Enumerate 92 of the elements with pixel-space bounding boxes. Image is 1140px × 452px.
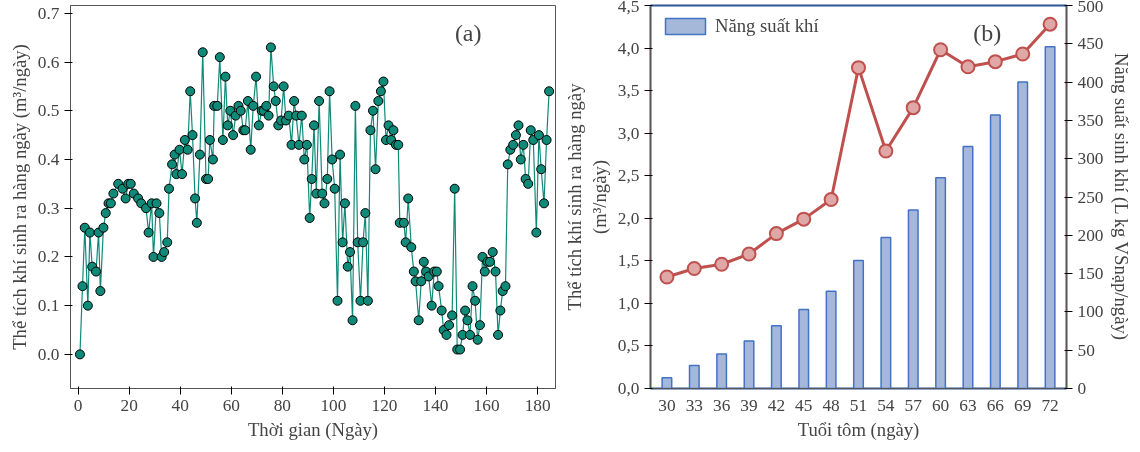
y2-tick-label: 250	[1077, 187, 1104, 207]
y-tick-label: 0.7	[37, 3, 60, 23]
y-tick-label: 0.6	[37, 52, 60, 72]
y-axis-title: Thể tích khí sinh ra hàng ngày (m³/ngày)	[563, 82, 611, 311]
x-tick-label: 72	[1041, 395, 1059, 415]
point	[768, 226, 784, 242]
x-tick-label: 60	[931, 395, 950, 415]
x-tick-label: 140	[422, 395, 449, 415]
bar	[661, 377, 673, 389]
point	[851, 60, 866, 76]
y-tick-label: 3,0	[617, 123, 640, 143]
bar	[716, 353, 728, 389]
y-tick-label: 0.2	[37, 247, 60, 267]
x-tick-label: 0	[73, 395, 83, 415]
y-tick-label: 4,0	[617, 38, 640, 58]
x-tick-label: 57	[904, 395, 923, 415]
y2-tick-label: 300	[1077, 149, 1104, 169]
point	[686, 261, 702, 276]
bar	[852, 259, 865, 389]
y-tick-label: 0.5	[37, 101, 60, 121]
bar	[798, 308, 810, 389]
point	[796, 211, 812, 227]
x-tick-label: 48	[822, 395, 840, 415]
x-tick-label: 120	[371, 395, 398, 415]
y-tick-label: 0.4	[37, 149, 60, 169]
bar	[989, 114, 1001, 389]
point	[1015, 46, 1031, 62]
y-tick-label: 0,5	[617, 336, 640, 356]
bar	[880, 236, 892, 389]
y2-tick-label: 150	[1077, 264, 1104, 284]
y-tick-label: 4,5	[617, 0, 640, 16]
bar	[935, 177, 947, 389]
point	[987, 54, 1003, 70]
x-tick-label: 160	[473, 395, 500, 415]
y2-tick-label: 350	[1077, 110, 1104, 130]
legend-label: Năng suất khí	[715, 15, 819, 37]
x-axis-title: Thời gian (Ngày)	[247, 418, 379, 441]
y-tick-label: 0.3	[37, 198, 60, 218]
y2-tick-label: 450	[1077, 34, 1104, 54]
x-tick-label: 80	[273, 395, 292, 415]
y2-tick-label: 50	[1077, 340, 1095, 360]
y-tick-label: 2,0	[617, 208, 640, 228]
x-tick-label: 69	[1014, 395, 1032, 415]
point	[659, 269, 675, 285]
bar	[962, 145, 974, 389]
annotation: (b)	[973, 19, 1002, 46]
x-tick-label: 66	[986, 395, 1005, 415]
x-tick-label: 45	[795, 395, 813, 415]
bar	[688, 364, 700, 389]
bar	[770, 324, 782, 389]
y-tick-label: 1,0	[617, 293, 640, 313]
y2-tick-label: 200	[1077, 225, 1104, 245]
x-tick-label: 30	[658, 395, 676, 415]
x-tick-label: 63	[959, 395, 977, 415]
point	[878, 143, 894, 159]
x-tick-label: 40	[171, 395, 189, 415]
y-tick-label: 1,5	[617, 251, 640, 271]
point	[933, 42, 949, 58]
y-tick-label: 0.1	[37, 296, 60, 316]
x-tick-label: 180	[524, 395, 551, 415]
x-tick-label: 51	[849, 395, 868, 415]
x-tick-label: 20	[120, 395, 138, 415]
y2-axis-title: Năng suất sinh khí (L kg VSnạp/ngày)	[1110, 52, 1133, 341]
point	[823, 192, 839, 208]
x-tick-label: 100	[320, 395, 347, 415]
y-tick-label: 0.0	[37, 344, 60, 364]
bar	[1017, 81, 1029, 389]
x-axis-title: Tuổi tôm (ngày)	[797, 418, 920, 441]
x-tick-label: 36	[712, 395, 731, 415]
point	[960, 59, 976, 75]
point	[905, 100, 921, 116]
bar	[743, 340, 755, 389]
y-tick-label: 2,5	[617, 166, 640, 186]
x-tick-label: 42	[767, 395, 786, 415]
y2-tick-label: 500	[1077, 0, 1104, 16]
y2-tick-label: 400	[1077, 72, 1104, 92]
point	[714, 256, 730, 272]
x-tick-label: 33	[685, 395, 703, 415]
x-tick-label: 54	[877, 395, 895, 415]
y-axis-title: Thể tích khí sinh ra hàng ngày (m³/ngày)	[8, 44, 31, 350]
y2-tick-label: 100	[1077, 302, 1104, 322]
point	[741, 246, 757, 262]
y-tick-label: 0,0	[617, 379, 640, 398]
x-tick-label: 60	[222, 395, 240, 415]
y-tick-label: 3,5	[617, 81, 640, 101]
y2-tick-label: 0	[1077, 379, 1087, 398]
bar	[907, 209, 919, 389]
point	[1042, 16, 1058, 32]
bar	[1044, 46, 1056, 389]
bar	[825, 290, 837, 389]
x-tick-label: 39	[740, 395, 758, 415]
annotation: (a)	[454, 19, 482, 46]
